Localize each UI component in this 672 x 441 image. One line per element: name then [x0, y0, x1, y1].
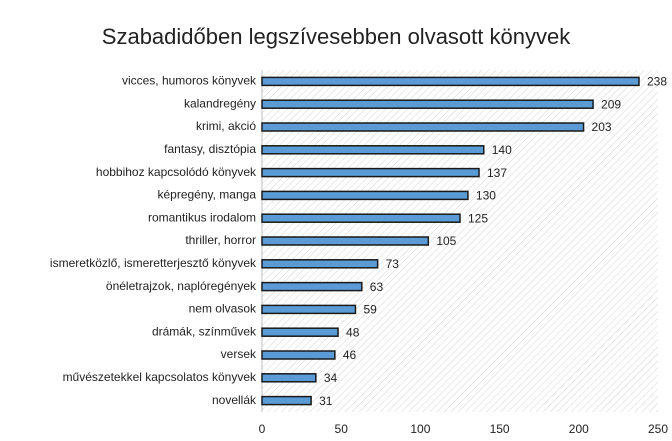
- bar: [261, 259, 379, 269]
- data-label: 63: [370, 280, 384, 294]
- data-label: 130: [476, 189, 496, 203]
- x-tick-label: 100: [410, 422, 430, 436]
- y-tick-label: versek: [221, 347, 257, 361]
- y-tick-label: krimi, akció: [196, 119, 256, 133]
- x-tick-label: 50: [335, 422, 349, 436]
- y-tick-label: képregény, manga: [157, 188, 256, 202]
- bar: [261, 350, 336, 360]
- data-label: 46: [343, 348, 357, 362]
- data-label: 203: [592, 120, 612, 134]
- bar: [261, 236, 430, 246]
- bar: [261, 122, 585, 132]
- bar: [261, 99, 594, 109]
- data-label: 238: [647, 75, 667, 89]
- data-label: 34: [324, 371, 338, 385]
- x-tick-label: 200: [569, 422, 589, 436]
- bar: [261, 145, 485, 155]
- data-label: 59: [363, 303, 377, 317]
- y-tick-label: drámák, színművek: [152, 324, 257, 338]
- bar: [261, 327, 339, 337]
- data-label: 137: [487, 166, 507, 180]
- data-label: 140: [492, 143, 512, 157]
- data-label: 48: [346, 325, 360, 339]
- bar: [261, 304, 357, 315]
- data-label: 31: [319, 394, 333, 408]
- bar: [261, 167, 480, 178]
- y-tick-label: hobbihoz kapcsolódó könyvek: [96, 165, 257, 179]
- bar: [261, 395, 312, 406]
- data-label: 73: [386, 257, 400, 271]
- y-tick-label: ismeretközlő, ismeretterjesztő könyvek: [50, 256, 257, 270]
- y-tick-label: romantikus irodalom: [148, 210, 256, 224]
- y-tick-label: novellák: [212, 393, 257, 407]
- y-tick-label: művészetekkel kapcsolatos könyvek: [63, 370, 257, 384]
- chart-title: Szabadidőben legszívesebben olvasott kön…: [102, 24, 571, 49]
- data-label: 209: [601, 97, 621, 111]
- bar: [261, 373, 317, 383]
- data-label: 105: [436, 234, 456, 248]
- y-tick-label: nem olvasok: [189, 302, 257, 316]
- bar: [261, 281, 363, 292]
- y-tick-label: fantasy, disztópia: [164, 142, 256, 156]
- y-tick-label: vicces, humoros könyvek: [122, 74, 257, 88]
- x-tick-label: 250: [648, 422, 668, 436]
- y-tick-label: thriller, horror: [185, 233, 256, 247]
- y-tick-label: önéletrajzok, naplóregények: [106, 279, 257, 293]
- bar: [261, 213, 461, 223]
- data-label: 125: [468, 211, 488, 225]
- bar: [261, 76, 640, 87]
- bar: [261, 190, 469, 201]
- x-tick-label: 0: [259, 422, 266, 436]
- y-tick-label: kalandregény: [184, 96, 256, 110]
- x-tick-label: 150: [490, 422, 510, 436]
